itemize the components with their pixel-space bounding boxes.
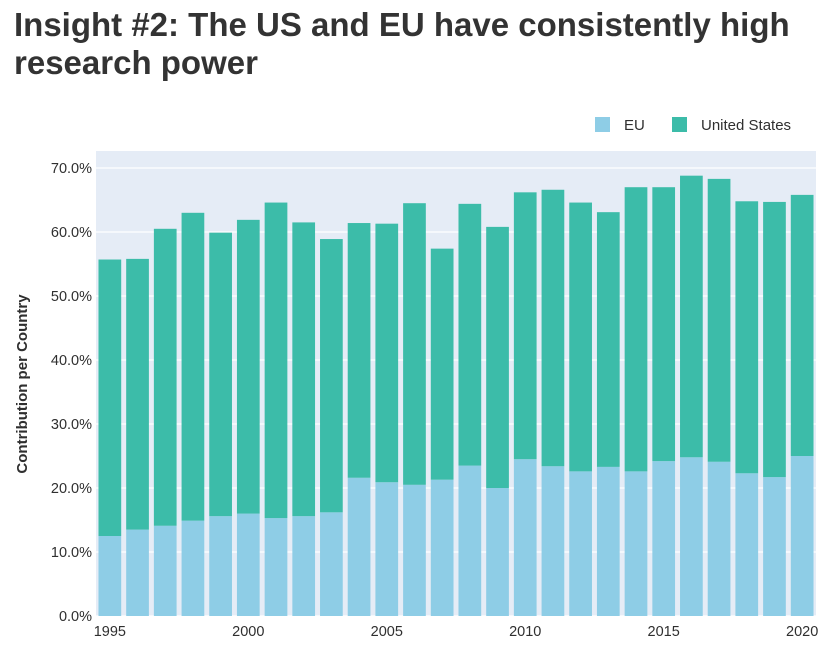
bar-eu-2008 <box>458 465 482 616</box>
bar-eu-2005 <box>375 482 399 616</box>
bar-united-states-1997 <box>153 228 177 526</box>
bar-united-states-2000 <box>236 219 260 514</box>
bar-eu-1996 <box>126 529 149 616</box>
bar-united-states-2018 <box>735 201 759 474</box>
chart-title: Insight #2: The US and EU have consisten… <box>14 6 790 81</box>
x-tick-label: 2015 <box>648 624 680 640</box>
legend-label-eu: EU <box>624 117 645 134</box>
bar-eu-2001 <box>264 518 288 616</box>
bar-united-states-2020 <box>790 194 814 456</box>
bar-eu-2004 <box>347 477 371 616</box>
bar-eu-2013 <box>596 466 620 616</box>
bar-united-states-2014 <box>624 187 648 472</box>
y-tick-label: 70.0% <box>51 161 92 177</box>
x-tick-label: 1995 <box>94 624 126 640</box>
legend-swatch-eu <box>595 117 610 132</box>
x-tick-labels: 1995 2000 2005 2010 2015 2020 <box>94 624 819 640</box>
bar-united-states-1999 <box>209 232 232 517</box>
bar-eu-2011 <box>541 466 565 616</box>
bar-united-states-2005 <box>375 223 399 483</box>
x-tick-label: 2005 <box>371 624 403 640</box>
bar-united-states-2019 <box>763 201 786 478</box>
bar-united-states-2002 <box>292 222 316 517</box>
bar-united-states-2015 <box>652 187 676 462</box>
y-tick-labels: 0.0% 10.0% 20.0% 30.0% 40.0% 50.0% 60.0% 70.0% <box>51 161 92 625</box>
bar-eu-2016 <box>680 457 703 616</box>
bar-united-states-2017 <box>707 178 731 462</box>
bar-eu-1995 <box>98 536 122 616</box>
bar-united-states-1996 <box>126 258 149 530</box>
bar-united-states-2006 <box>403 203 426 485</box>
bar-eu-2017 <box>707 461 731 616</box>
y-tick-label: 50.0% <box>51 289 92 305</box>
x-tick-label: 2010 <box>509 624 541 640</box>
y-tick-label: 20.0% <box>51 481 92 497</box>
bar-eu-1998 <box>181 520 205 616</box>
bar-eu-2002 <box>292 516 316 616</box>
y-tick-label: 0.0% <box>59 609 92 625</box>
bar-eu-2007 <box>430 479 454 616</box>
bar-united-states-2009 <box>486 226 509 488</box>
bar-eu-2000 <box>236 513 260 616</box>
y-tick-label: 60.0% <box>51 225 92 241</box>
y-tick-label: 10.0% <box>51 545 92 561</box>
bar-united-states-2008 <box>458 203 482 466</box>
bar-eu-2020 <box>790 456 814 616</box>
bar-united-states-2007 <box>430 248 454 480</box>
bar-united-states-2004 <box>347 223 371 478</box>
bar-eu-2019 <box>763 477 786 616</box>
bar-united-states-2001 <box>264 202 288 519</box>
bar-eu-2006 <box>403 484 426 616</box>
bar-eu-1999 <box>209 516 232 616</box>
y-axis-title: Contribution per Country <box>14 294 31 474</box>
bar-eu-2010 <box>513 459 537 616</box>
bar-eu-2014 <box>624 471 648 616</box>
bar-eu-2012 <box>569 471 592 616</box>
bar-united-states-2010 <box>513 192 537 460</box>
y-tick-label: 40.0% <box>51 353 92 369</box>
y-tick-label: 30.0% <box>51 417 92 433</box>
bar-eu-2003 <box>320 512 343 616</box>
bar-eu-2009 <box>486 488 509 616</box>
bars <box>98 175 814 616</box>
bar-united-states-2003 <box>320 239 343 513</box>
bar-eu-1997 <box>153 525 177 616</box>
bar-united-states-2011 <box>541 189 565 467</box>
x-tick-label: 2020 <box>786 624 818 640</box>
bar-united-states-2013 <box>596 212 620 467</box>
legend-swatch-united-states <box>672 117 687 132</box>
bar-eu-2015 <box>652 461 676 616</box>
bar-united-states-2016 <box>680 175 703 458</box>
bar-united-states-2012 <box>569 202 592 472</box>
bar-united-states-1995 <box>98 259 122 536</box>
bar-eu-2018 <box>735 473 759 616</box>
legend-label-united-states: United States <box>701 117 791 134</box>
bar-united-states-1998 <box>181 212 205 521</box>
legend: EU United States <box>595 117 791 134</box>
x-tick-label: 2000 <box>232 624 264 640</box>
